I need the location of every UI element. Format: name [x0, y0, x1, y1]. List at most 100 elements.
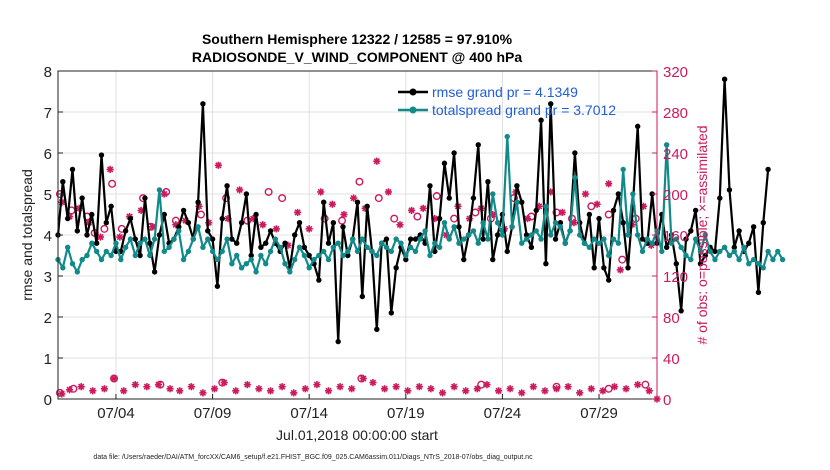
series-point-totalspread-76 — [422, 228, 428, 234]
series-point-totalspread-98 — [528, 232, 535, 238]
obs-assimilated-bottom-marker-36 — [462, 387, 470, 395]
obs-assimilated-marker-26 — [340, 210, 348, 219]
series-point-totalspread-110 — [586, 244, 593, 250]
series-point-totalspread-102 — [548, 232, 554, 238]
series-point-totalspread-119 — [630, 191, 636, 197]
obs-assimilated-bottom-marker-29 — [380, 385, 389, 393]
left-tick-label-8: 8 — [44, 64, 52, 81]
obs-possible-marker-20 — [390, 214, 399, 223]
series-point-rmse-39 — [243, 191, 250, 197]
left-tick-label-6: 6 — [44, 146, 52, 163]
series-point-rmse-8 — [93, 240, 100, 246]
series-point-totalspread-87 — [475, 240, 481, 246]
series-point-rmse-20 — [151, 269, 158, 275]
series-point-totalspread-23 — [166, 244, 172, 250]
series-point-rmse-100 — [538, 117, 544, 123]
series-point-rmse-70 — [393, 265, 399, 271]
series-point-totalspread-30 — [200, 244, 206, 250]
series-point-totalspread-16 — [132, 252, 138, 259]
series-point-totalspread-79 — [436, 244, 443, 250]
series-point-totalspread-49 — [292, 256, 298, 263]
series-point-rmse-104 — [557, 220, 564, 226]
obs-assimilated-bottom-marker-26 — [348, 385, 356, 393]
series-point-totalspread-127 — [668, 240, 675, 246]
series-point-rmse-147 — [765, 166, 771, 173]
obs-assimilated-bottom-marker-20 — [278, 383, 286, 391]
series-point-totalspread-147 — [765, 248, 771, 255]
series-point-rmse-18 — [142, 195, 148, 201]
obs-possible-marker-22 — [432, 192, 441, 201]
series-point-totalspread-88 — [480, 220, 486, 226]
series-point-totalspread-91 — [494, 220, 501, 226]
series-point-totalspread-148 — [770, 256, 776, 263]
right-tick-label-160: 160 — [663, 228, 688, 245]
series-point-totalspread-32 — [209, 248, 216, 255]
series-point-rmse-95 — [514, 183, 520, 189]
series-point-rmse-112 — [596, 215, 602, 222]
series-point-rmse-52 — [306, 252, 312, 259]
obs-assimilated-bottom-marker-43 — [541, 387, 549, 395]
series-point-rmse-60 — [345, 252, 351, 259]
series-point-totalspread-62 — [354, 248, 361, 255]
series-point-rmse-1 — [60, 179, 66, 185]
obs-assimilated-bottom-marker-45 — [564, 383, 572, 391]
obs-possible-marker-11 — [196, 210, 205, 219]
series-point-totalspread-108 — [577, 232, 583, 238]
series-point-rmse-72 — [403, 256, 409, 263]
series-point-totalspread-73 — [407, 244, 414, 250]
series-point-rmse-50 — [296, 220, 303, 226]
series-point-rmse-121 — [639, 236, 646, 242]
obs-possible-marker-15 — [278, 194, 287, 203]
series-point-totalspread-89 — [485, 236, 491, 242]
obs-assimilated-bottom-marker-8 — [143, 383, 151, 391]
series-point-totalspread-50 — [296, 244, 303, 250]
series-point-rmse-9 — [98, 152, 105, 158]
obs-assimilated-bottom-marker-33 — [427, 385, 435, 393]
obs-assimilated-marker-19 — [259, 221, 267, 229]
series-point-rmse-138 — [721, 76, 728, 82]
series-point-totalspread-59 — [340, 252, 346, 259]
series-point-rmse-81 — [446, 195, 452, 201]
series-point-rmse-7 — [89, 211, 95, 218]
right-tick-label-240: 240 — [663, 146, 688, 163]
series-point-rmse-101 — [543, 261, 549, 267]
series-point-totalspread-94 — [509, 224, 515, 230]
series-point-rmse-144 — [750, 224, 757, 230]
series-point-rmse-78 — [432, 248, 438, 255]
series-point-rmse-40 — [248, 252, 254, 259]
obs-assimilated-bottom-marker-19 — [266, 387, 275, 395]
series-point-totalspread-68 — [383, 244, 390, 250]
series-point-totalspread-81 — [446, 236, 452, 242]
series-point-rmse-26 — [180, 207, 187, 214]
obs-assimilated-marker-47 — [581, 190, 590, 198]
series-point-totalspread-22 — [161, 248, 167, 255]
obs-possible-marker-5 — [108, 179, 117, 188]
obs-assimilated-bottom-marker-17 — [243, 381, 251, 389]
series-point-totalspread-35 — [224, 236, 230, 242]
series-point-totalspread-5 — [79, 256, 85, 263]
series-point-totalspread-117 — [620, 166, 626, 173]
obs-assimilated-bottom-marker-51 — [634, 381, 642, 389]
series-point-totalspread-106 — [567, 228, 573, 234]
obs-assimilated-bottom-marker-46 — [576, 389, 584, 397]
series-point-rmse-38 — [238, 220, 245, 226]
obs-assimilated-bottom-marker-0 — [58, 390, 66, 398]
obs-assimilated-marker-29 — [373, 157, 381, 165]
series-point-rmse-128 — [673, 261, 680, 267]
series-point-totalspread-125 — [659, 248, 665, 255]
obs-assimilated-bottom-marker-47 — [587, 385, 595, 393]
obs-assimilated-bottom-marker-39 — [494, 387, 503, 395]
series-point-totalspread-72 — [403, 252, 409, 259]
series-point-rmse-43 — [263, 240, 269, 246]
obs-assimilated-bottom-marker-52 — [645, 387, 653, 395]
series-point-totalspread-18 — [142, 236, 148, 242]
series-point-rmse-84 — [461, 256, 467, 263]
obs-assimilated-marker-5 — [106, 165, 114, 173]
series-point-totalspread-36 — [229, 261, 235, 267]
legend: rmse grand pr = 4.1349 totalspread grand… — [398, 84, 616, 118]
series-point-totalspread-149 — [775, 248, 781, 255]
obs-assimilated-bottom-marker-22 — [301, 385, 309, 393]
series-point-totalspread-93 — [504, 133, 510, 140]
obs-possible-marker-19 — [374, 194, 383, 203]
series-point-totalspread-129 — [678, 244, 684, 250]
